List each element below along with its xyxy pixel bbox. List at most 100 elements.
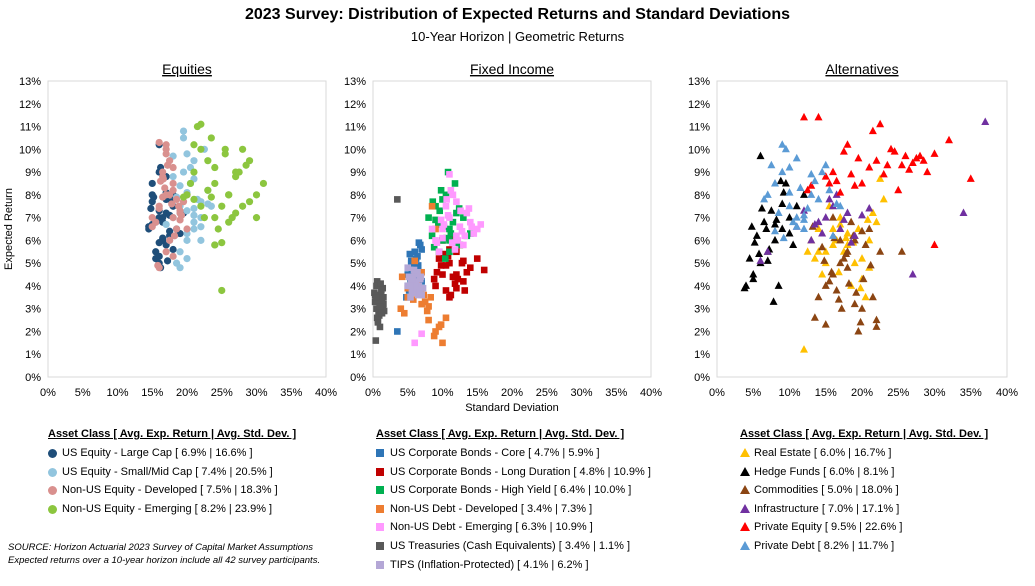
- data-point: [211, 163, 219, 172]
- legend-item: TIPS (Inflation-Protected) [ 4.1% | 6.2%…: [376, 556, 651, 575]
- data-point: [453, 232, 460, 240]
- legend-label: US Corporate Bonds - High Yield [ 6.4% |…: [390, 484, 632, 497]
- data-point: [197, 236, 205, 244]
- data-point: [373, 314, 381, 322]
- data-point: [169, 252, 177, 260]
- data-point: [467, 218, 474, 226]
- data-point: [847, 217, 856, 226]
- data-point: [919, 156, 928, 164]
- data-point: [854, 153, 863, 162]
- data-point: [225, 218, 233, 226]
- data-point: [169, 245, 177, 254]
- data-point: [863, 215, 872, 223]
- data-point: [843, 208, 852, 217]
- data-point: [176, 248, 184, 256]
- data-point: [408, 289, 416, 297]
- data-point: [162, 248, 170, 256]
- data-point: [239, 145, 247, 153]
- data-point: [778, 140, 787, 148]
- data-point: [821, 172, 830, 180]
- data-point: [218, 202, 226, 210]
- data-point: [410, 284, 417, 292]
- data-point: [818, 270, 827, 278]
- data-point: [839, 254, 848, 262]
- data-point: [379, 284, 387, 292]
- data-point: [836, 235, 845, 244]
- data-point: [428, 232, 436, 240]
- data-point: [204, 200, 212, 208]
- y-tick-label: 4%: [694, 281, 710, 293]
- x-tick-label: 30%: [570, 387, 592, 399]
- x-tick-label: 5%: [75, 387, 91, 399]
- data-point: [789, 217, 798, 226]
- data-point: [442, 314, 450, 322]
- chart-title: 2023 Survey: Distribution of Expected Re…: [244, 6, 790, 23]
- data-point: [437, 216, 445, 224]
- data-point: [410, 266, 418, 274]
- data-point: [148, 179, 156, 188]
- data-point: [843, 229, 852, 237]
- data-point: [441, 255, 449, 262]
- data-point: [221, 150, 229, 158]
- data-point: [458, 259, 466, 267]
- data-point: [814, 247, 823, 255]
- data-point: [451, 280, 459, 287]
- legend-marker-square: [376, 523, 384, 532]
- data-point: [423, 307, 431, 315]
- data-point: [785, 201, 794, 210]
- data-point: [800, 210, 808, 219]
- x-tick-label: 30%: [923, 387, 945, 399]
- data-point: [183, 225, 191, 233]
- data-point: [169, 173, 177, 181]
- y-tick-label: 8%: [25, 190, 41, 202]
- legend-label: US Equity - Large Cap [ 6.9% | 16.6% ]: [62, 447, 253, 459]
- data-point: [456, 241, 464, 249]
- data-point: [252, 191, 261, 199]
- data-point: [803, 204, 812, 212]
- data-point: [821, 213, 830, 221]
- data-point: [190, 211, 198, 219]
- legend-label: US Treasuries (Cash Equivalents) [ 3.4% …: [390, 539, 631, 552]
- data-point: [446, 171, 453, 178]
- data-point: [430, 332, 438, 340]
- data-point: [890, 147, 899, 155]
- data-point: [162, 220, 170, 229]
- data-point: [872, 217, 881, 226]
- data-point: [159, 175, 167, 183]
- source-line-2: Expected returns over a 10-year horizon …: [8, 555, 321, 566]
- data-point: [372, 294, 380, 301]
- data-point: [435, 221, 442, 228]
- data-point: [760, 194, 769, 203]
- data-point: [416, 289, 423, 297]
- y-tick-label: 12%: [19, 99, 41, 111]
- data-point: [461, 232, 469, 240]
- data-point: [436, 207, 444, 215]
- data-point: [858, 210, 866, 219]
- data-point: [437, 186, 445, 194]
- x-axis-label: Standard Deviation: [465, 402, 559, 414]
- x-tick-label: 40%: [315, 387, 337, 399]
- x-tick-label: 30%: [245, 387, 267, 399]
- data-point: [380, 300, 387, 308]
- legend-label: Non-US Equity - Developed [ 7.5% | 18.3%…: [62, 484, 278, 497]
- data-point: [810, 176, 819, 185]
- data-point: [439, 234, 446, 242]
- data-point: [760, 217, 769, 226]
- y-tick-label: 12%: [688, 99, 710, 111]
- data-point: [394, 196, 401, 203]
- legend-marker-triangle: [740, 503, 750, 513]
- y-tick-label: 4%: [350, 281, 366, 293]
- data-point: [825, 178, 834, 187]
- data-point: [179, 193, 188, 201]
- data-point: [461, 287, 469, 294]
- y-tick-label: 11%: [345, 122, 366, 134]
- data-point: [858, 178, 866, 187]
- plot-area-border: [372, 80, 652, 378]
- data-point: [373, 278, 381, 285]
- data-point: [774, 281, 783, 289]
- data-point: [204, 186, 212, 194]
- data-point: [912, 153, 921, 162]
- data-point: [437, 262, 445, 269]
- data-point: [850, 299, 859, 308]
